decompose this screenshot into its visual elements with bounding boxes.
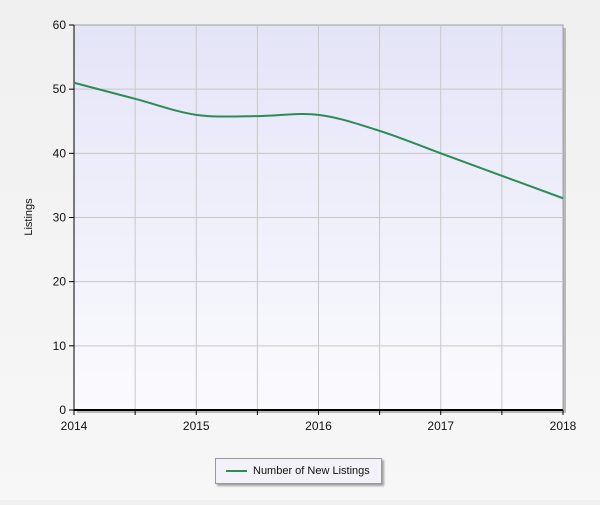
legend-label: Number of New Listings — [253, 465, 370, 477]
y-tick-label: 40 — [53, 146, 67, 160]
y-axis-title: Listings — [23, 198, 35, 236]
x-tick-label: 2015 — [183, 419, 210, 433]
y-tick-label: 50 — [53, 82, 67, 96]
axes: 0 10 20 30 40 50 60 2014 2015 2016 2017 2018 — [53, 18, 577, 433]
y-tick-label: 60 — [53, 18, 67, 32]
grid — [74, 25, 563, 410]
series — [73, 81, 564, 200]
legend: Number of New Listings — [215, 458, 382, 484]
series-line — [73, 81, 564, 200]
y-tick-label: 20 — [53, 275, 67, 289]
x-tick-label: 2018 — [550, 419, 577, 433]
y-tick-label: 10 — [53, 339, 67, 353]
x-tick-label: 2016 — [305, 419, 332, 433]
x-tick-label: 2017 — [427, 419, 454, 433]
y-tick-label: 0 — [59, 403, 66, 417]
legend-swatch — [226, 470, 247, 472]
x-tick-label: 2014 — [61, 419, 88, 433]
y-tick-label: 30 — [53, 211, 67, 225]
